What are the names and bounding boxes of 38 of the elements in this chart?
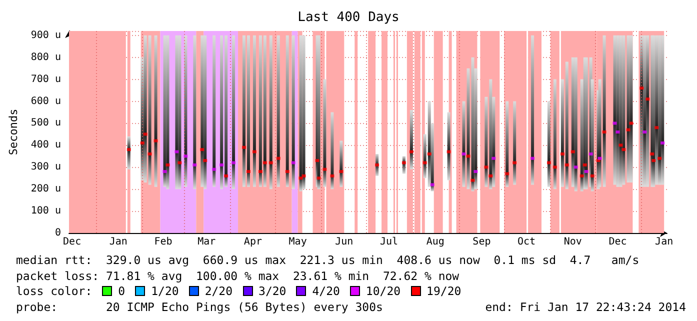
chart-title: Last 400 Days <box>298 10 400 25</box>
y-axis-title: Seconds <box>7 108 20 156</box>
x-tick-label: Sep <box>472 236 491 248</box>
y-tick-label: 700 u <box>30 74 61 85</box>
text: probe: 20 ICMP Echo Pings (56 Bytes) every 300s <box>16 300 383 314</box>
y-tick-label: 400 u <box>30 140 61 151</box>
x-tick-label: Feb <box>154 236 172 248</box>
legend-title: loss color: <box>16 284 92 298</box>
y-tick-label: 200 u <box>30 184 61 195</box>
legend-label: 1/20 <box>151 284 179 298</box>
legend-label: 3/20 <box>258 284 286 298</box>
x-tick-label: Jan <box>109 236 128 248</box>
legend-label: 0 <box>118 284 126 298</box>
y-tick-label: 0 <box>54 228 61 238</box>
legend-label: 2/20 <box>204 284 233 298</box>
text: median rtt: 329.0 us avg 660.9 us max 221.3 us min 408.6 us now 0.1 ms sd 4.7 am/s <box>16 253 640 268</box>
x-tick-label: Nov <box>564 236 582 248</box>
legend-label: 19/20 <box>426 284 462 298</box>
y-tick-label: 300 u <box>30 162 61 173</box>
x-tick-label: Oct <box>518 236 536 248</box>
y-tick-label: 100 u <box>30 206 61 217</box>
y-tick-label: 600 u <box>30 96 61 107</box>
x-tick-label: Jun <box>335 236 354 248</box>
y-tick-label: 900 u <box>30 30 61 41</box>
x-tick-label: Jan <box>655 236 674 248</box>
x-tick-label: Dec <box>608 236 627 248</box>
x-tick-label: May <box>288 236 307 248</box>
x-tick-label: Aug <box>426 236 444 248</box>
x-tick-label: Apr <box>244 236 262 248</box>
y-tick-label: 800 u <box>30 52 61 63</box>
x-tick-label: Jul <box>380 236 398 248</box>
x-tick-label: Mar <box>198 236 216 248</box>
text: end: Fri Jan 17 22:43:24 2014 <box>485 300 686 315</box>
legend-label: 10/20 <box>366 284 401 298</box>
x-tick-label: Dec <box>63 236 82 248</box>
y-tick-label: 500 u <box>30 118 61 129</box>
legend-label: 4/20 <box>312 284 340 298</box>
text: packet loss: 71.81 % avg 100.00 % max 23.61 % min 72.62 % now <box>16 268 460 284</box>
